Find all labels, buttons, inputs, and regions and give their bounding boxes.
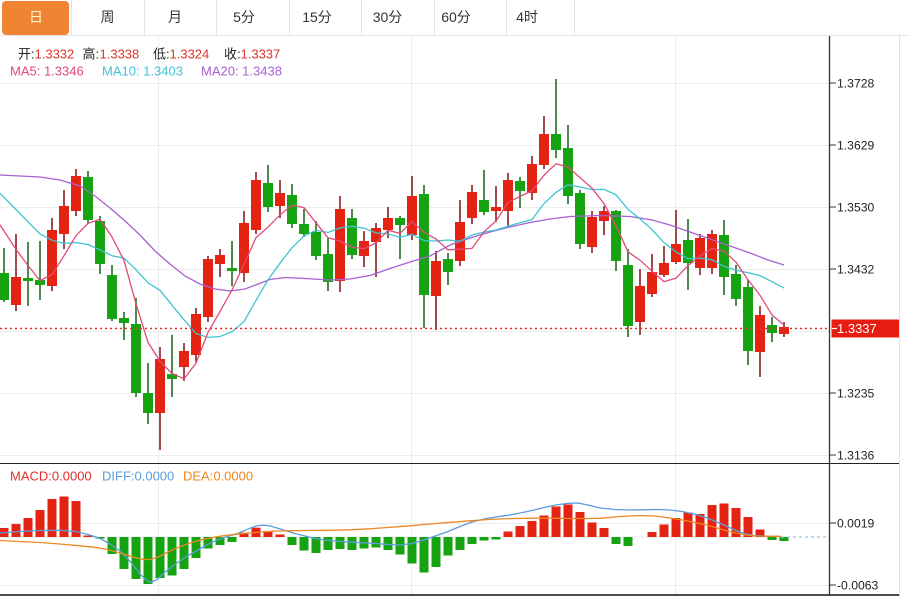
svg-text:1.3337: 1.3337	[837, 321, 877, 336]
svg-text:MA5: 1.3346: MA5: 1.3346	[10, 64, 84, 79]
svg-text:1.3338: 1.3338	[100, 47, 140, 62]
svg-text:低:: 低:	[153, 47, 170, 62]
svg-text:1.3332: 1.3332	[35, 47, 75, 62]
svg-text:0.0019: 0.0019	[837, 517, 874, 531]
svg-text:MA10: 1.3403: MA10: 1.3403	[102, 64, 183, 79]
svg-text:高:: 高:	[83, 47, 100, 62]
svg-text:1.3337: 1.3337	[241, 47, 281, 62]
svg-text:DIFF:0.0000: DIFF:0.0000	[102, 469, 174, 484]
svg-text:开:: 开:	[18, 47, 35, 62]
svg-text:DEA:0.0000: DEA:0.0000	[183, 469, 253, 484]
svg-text:1.3728: 1.3728	[837, 77, 874, 91]
svg-text:1.3530: 1.3530	[837, 201, 874, 215]
svg-text:-0.0063: -0.0063	[837, 579, 879, 593]
svg-text:1.3629: 1.3629	[837, 139, 874, 153]
svg-text:MA20: 1.3438: MA20: 1.3438	[201, 64, 282, 79]
svg-text:1.3324: 1.3324	[170, 47, 210, 62]
svg-text:MACD:0.0000: MACD:0.0000	[10, 469, 92, 484]
svg-text:1.3235: 1.3235	[837, 387, 874, 401]
svg-text:1.3136: 1.3136	[837, 449, 874, 463]
svg-text:1.3432: 1.3432	[837, 263, 874, 277]
svg-text:收:: 收:	[224, 47, 241, 62]
